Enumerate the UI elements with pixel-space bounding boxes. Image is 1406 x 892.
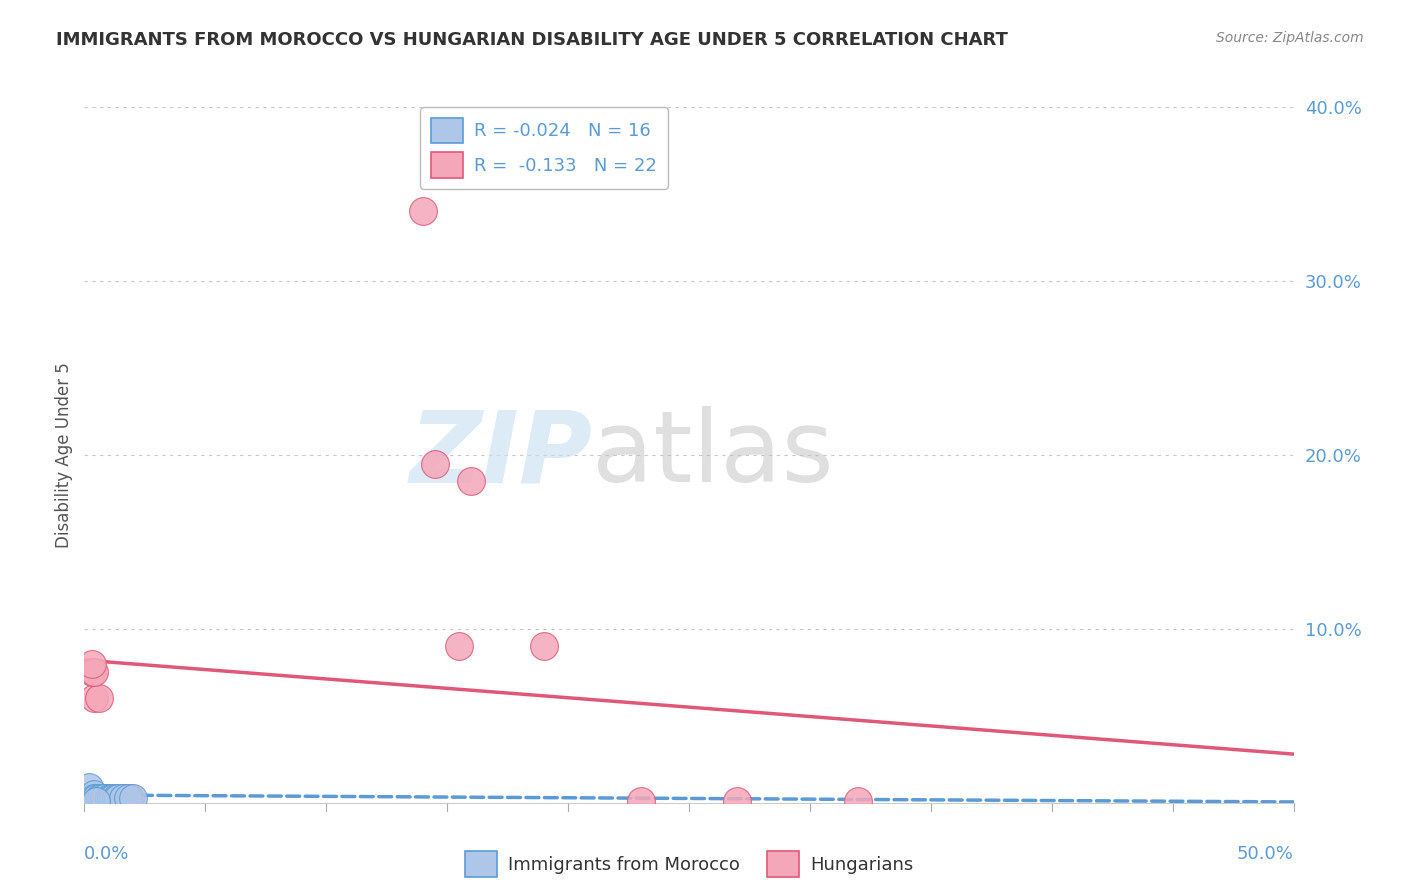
Point [83,691,105,706]
Point [80,665,103,680]
Point [112,790,135,805]
Text: IMMIGRANTS FROM MOROCCO VS HUNGARIAN DISABILITY AGE UNDER 5 CORRELATION CHART: IMMIGRANTS FROM MOROCCO VS HUNGARIAN DIS… [56,31,1008,49]
Point [80,657,103,671]
Point [107,790,129,805]
Point [423,457,446,471]
Point [86,790,108,805]
Text: atlas: atlas [592,407,834,503]
Text: ZIP: ZIP [409,407,592,503]
Point [83,787,105,801]
Point [449,639,471,653]
Point [87,790,110,805]
Point [110,790,132,805]
Point [117,790,139,805]
Point [533,639,555,653]
Point [94,790,117,805]
Point [846,794,869,808]
Legend: Immigrants from Morocco, Hungarians: Immigrants from Morocco, Hungarians [457,844,921,884]
Point [121,790,143,805]
Point [90,790,112,805]
Point [412,204,434,219]
Point [83,790,105,805]
Point [100,790,122,805]
Point [460,474,482,488]
Point [86,794,108,808]
Y-axis label: Disability Age Under 5: Disability Age Under 5 [55,362,73,548]
Point [77,780,100,794]
Point [93,790,115,805]
Point [86,790,108,805]
Point [104,790,127,805]
Point [104,790,127,805]
Point [83,665,105,680]
Point [630,794,652,808]
Point [103,790,125,805]
Point [90,790,112,805]
Text: 0.0%: 0.0% [84,845,129,863]
Point [97,790,120,805]
Point [120,790,142,805]
Point [100,790,122,805]
Point [725,794,748,808]
Text: Source: ZipAtlas.com: Source: ZipAtlas.com [1216,31,1364,45]
Point [114,790,136,805]
Text: 50.0%: 50.0% [1237,845,1294,863]
Point [80,790,103,805]
Point [87,691,110,706]
